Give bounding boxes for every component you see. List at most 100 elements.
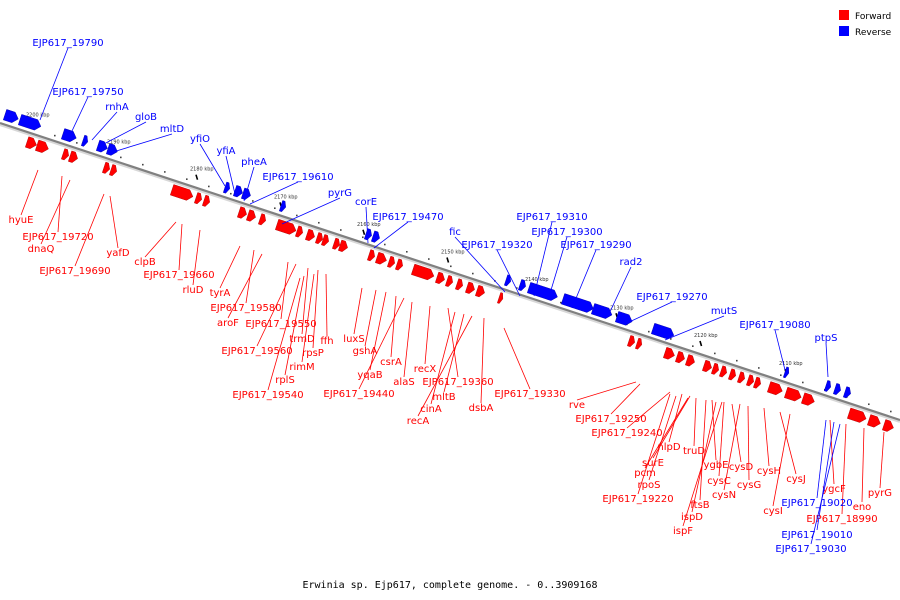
reverse-gene-label: fic (449, 227, 461, 238)
forward-gene-label: aroF (217, 318, 239, 329)
reverse-gene-label: EJP617_19470 (372, 212, 443, 223)
forward-gene-label: trmD (289, 334, 315, 345)
minor-tick (758, 367, 760, 369)
forward-gene-label-leader (682, 401, 723, 527)
reverse-gene-label: pheA (241, 157, 267, 168)
forward-gene-label: pcm (634, 468, 656, 479)
forward-gene-label-leader (325, 273, 328, 337)
forward-gene (445, 275, 453, 287)
gene-arrow (435, 271, 445, 284)
reverse-gene-label-leader (607, 266, 632, 317)
reverse-gene-label: rad2 (620, 257, 643, 268)
reverse-gene-label-leader (39, 47, 69, 121)
gene-arrow (801, 392, 815, 406)
reverse-gene-label: EJP617_19310 (516, 212, 587, 223)
gene-arrow (753, 376, 761, 389)
tick-label: 2180 kbp (190, 167, 214, 173)
gene-arrow (663, 346, 675, 360)
forward-gene (728, 368, 736, 381)
minor-tick (54, 134, 56, 137)
reverse-gene (824, 380, 831, 392)
gene-arrow (395, 258, 403, 271)
tick-label: 2190 kbp (107, 139, 131, 145)
gene-arrow (321, 234, 329, 246)
minor-tick (142, 163, 144, 166)
gene-arrow (338, 239, 348, 252)
gene-arrow (305, 228, 315, 242)
reverse-gene-label-leader (225, 155, 236, 195)
reverse-gene (223, 181, 230, 194)
gene-arrow (615, 311, 633, 326)
tick-label: 2160 kbp (357, 222, 381, 228)
gene-arrow (651, 323, 675, 340)
gene-arrow (295, 225, 303, 238)
minor-tick (274, 207, 276, 210)
forward-gene-label: EJP617_19330 (494, 389, 565, 400)
gene-arrow (364, 228, 372, 241)
legend-label-forward: Forward (855, 12, 891, 22)
gene-arrow (371, 230, 380, 243)
gene-arrow (527, 282, 558, 301)
forward-gene-label-leader (430, 311, 456, 405)
gene-arrow (375, 251, 387, 265)
forward-gene (109, 164, 117, 177)
forward-gene-label: cysN (712, 490, 736, 501)
gene-arrow (784, 386, 802, 402)
reverse-gene-label-leader (365, 206, 369, 244)
forward-gene-label: EJP617_19720 (22, 232, 93, 243)
forward-gene (332, 237, 340, 250)
minor-tick (560, 301, 562, 304)
forward-gene-label: cysH (757, 466, 781, 477)
gene-arrow (767, 381, 783, 396)
reverse-gene (61, 128, 77, 143)
forward-gene-label-leader (280, 261, 289, 320)
gene-arrow (223, 181, 230, 194)
forward-gene-label-leader (443, 313, 465, 393)
reverse-gene-label-leader (496, 249, 521, 297)
forward-gene-label-leader (723, 403, 741, 491)
gene-arrow (25, 136, 37, 149)
reverse-gene (241, 187, 251, 200)
gene-arrow (475, 284, 485, 298)
forward-gene (767, 381, 783, 396)
gene-arrow (591, 303, 613, 319)
forward-gene-label: ftsB (690, 500, 709, 511)
caption: Erwinia sp. Ejp617, complete genome. - 0… (302, 580, 597, 591)
forward-gene-label: cysD (729, 462, 754, 473)
reverse-gene-label: EJP617_19790 (32, 38, 103, 49)
forward-gene-label-leader (284, 275, 305, 376)
gene-arrow (61, 128, 77, 143)
forward-gene-label: ygcF (822, 484, 846, 495)
gene-arrow (719, 365, 727, 378)
gene-arrow (518, 279, 526, 291)
reverse-gene-label: ptpS (815, 333, 838, 344)
forward-gene (202, 194, 210, 207)
forward-gene (711, 362, 719, 375)
forward-gene (635, 337, 642, 350)
forward-gene-label: EJP617_19660 (143, 270, 214, 281)
forward-gene-label-leader (480, 317, 485, 404)
forward-gene (338, 239, 348, 252)
gene-arrow (109, 164, 117, 177)
minor-tick (780, 374, 782, 376)
reverse-gene (843, 386, 851, 399)
forward-gene-label-leader (644, 397, 689, 469)
gene-arrow (3, 109, 19, 123)
forward-gene-label-leader (779, 411, 797, 475)
forward-gene (258, 213, 266, 226)
forward-gene-label: EJP617_19550 (245, 319, 316, 330)
forward-gene-label: ispD (681, 512, 703, 523)
forward-gene-label: yqaB (357, 370, 382, 381)
forward-gene-label-leader (40, 179, 71, 245)
minor-tick (516, 287, 518, 289)
reverse-gene-label-leader (281, 197, 341, 225)
reverse-gene-label: EJP617_19030 (775, 544, 846, 555)
forward-gene-label: eno (853, 502, 872, 513)
forward-gene (25, 136, 37, 149)
reverse-gene (96, 139, 108, 153)
gene-arrow (746, 374, 754, 387)
gene-arrow (783, 366, 789, 379)
forward-gene-label-leader (576, 381, 637, 401)
reverse-gene (81, 134, 88, 147)
reverse-gene-label-leader (99, 121, 147, 147)
